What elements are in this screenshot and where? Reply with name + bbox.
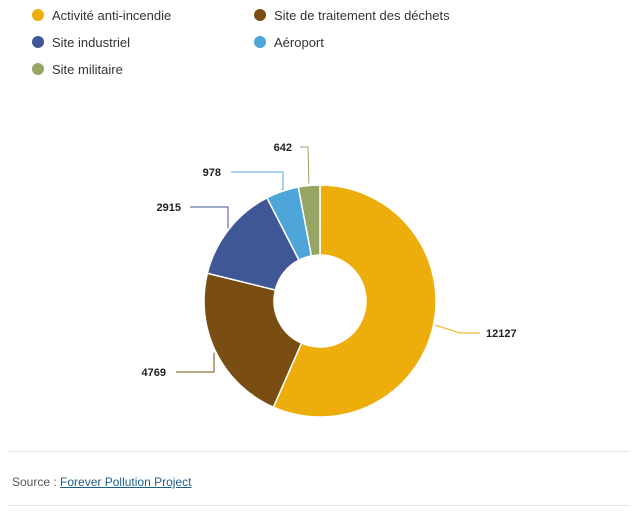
divider-top: [8, 451, 630, 452]
donut-slice[interactable]: [272, 184, 437, 418]
data-label: 2915: [157, 202, 181, 214]
data-label: 642: [274, 142, 292, 154]
donut-slice[interactable]: [297, 184, 321, 257]
data-label: 4769: [142, 367, 166, 379]
legend-item[interactable]: Site militaire: [32, 60, 254, 78]
legend-swatch: [32, 63, 44, 75]
legend-label: Aéroport: [274, 34, 324, 50]
legend-swatch: [254, 9, 266, 21]
donut-chart: 12127 4769 2915 978 642: [142, 142, 517, 418]
legend-item[interactable]: Site industriel: [32, 33, 254, 51]
data-label: 12127: [486, 328, 517, 340]
legend-swatch: [32, 36, 44, 48]
leader-line: [300, 146, 310, 184]
leader-line: [176, 352, 215, 373]
legend-item[interactable]: Aéroport: [254, 33, 514, 51]
leader-line: [435, 324, 480, 334]
donut-slice[interactable]: [203, 272, 303, 409]
legend-item[interactable]: Site de traitement des déchets: [254, 6, 514, 24]
legend-label: Activité anti-incendie: [52, 7, 172, 23]
leader-line: [231, 171, 284, 190]
source-line: Source : Forever Pollution Project: [12, 475, 191, 489]
donut-slice[interactable]: [206, 196, 300, 291]
data-label: 978: [203, 167, 221, 179]
legend: Activité anti-incendie Site de traitement…: [32, 6, 632, 78]
legend-swatch: [32, 9, 44, 21]
divider-bottom: [8, 505, 630, 506]
legend-item[interactable]: Activité anti-incendie: [32, 6, 254, 24]
leader-line: [190, 206, 229, 229]
legend-label: Site industriel: [52, 34, 131, 50]
legend-label: Site militaire: [52, 61, 123, 77]
source-link[interactable]: Forever Pollution Project: [60, 475, 192, 489]
legend-label: Site de traitement des déchets: [274, 7, 450, 23]
source-prefix: Source :: [12, 475, 57, 489]
legend-swatch: [254, 36, 266, 48]
